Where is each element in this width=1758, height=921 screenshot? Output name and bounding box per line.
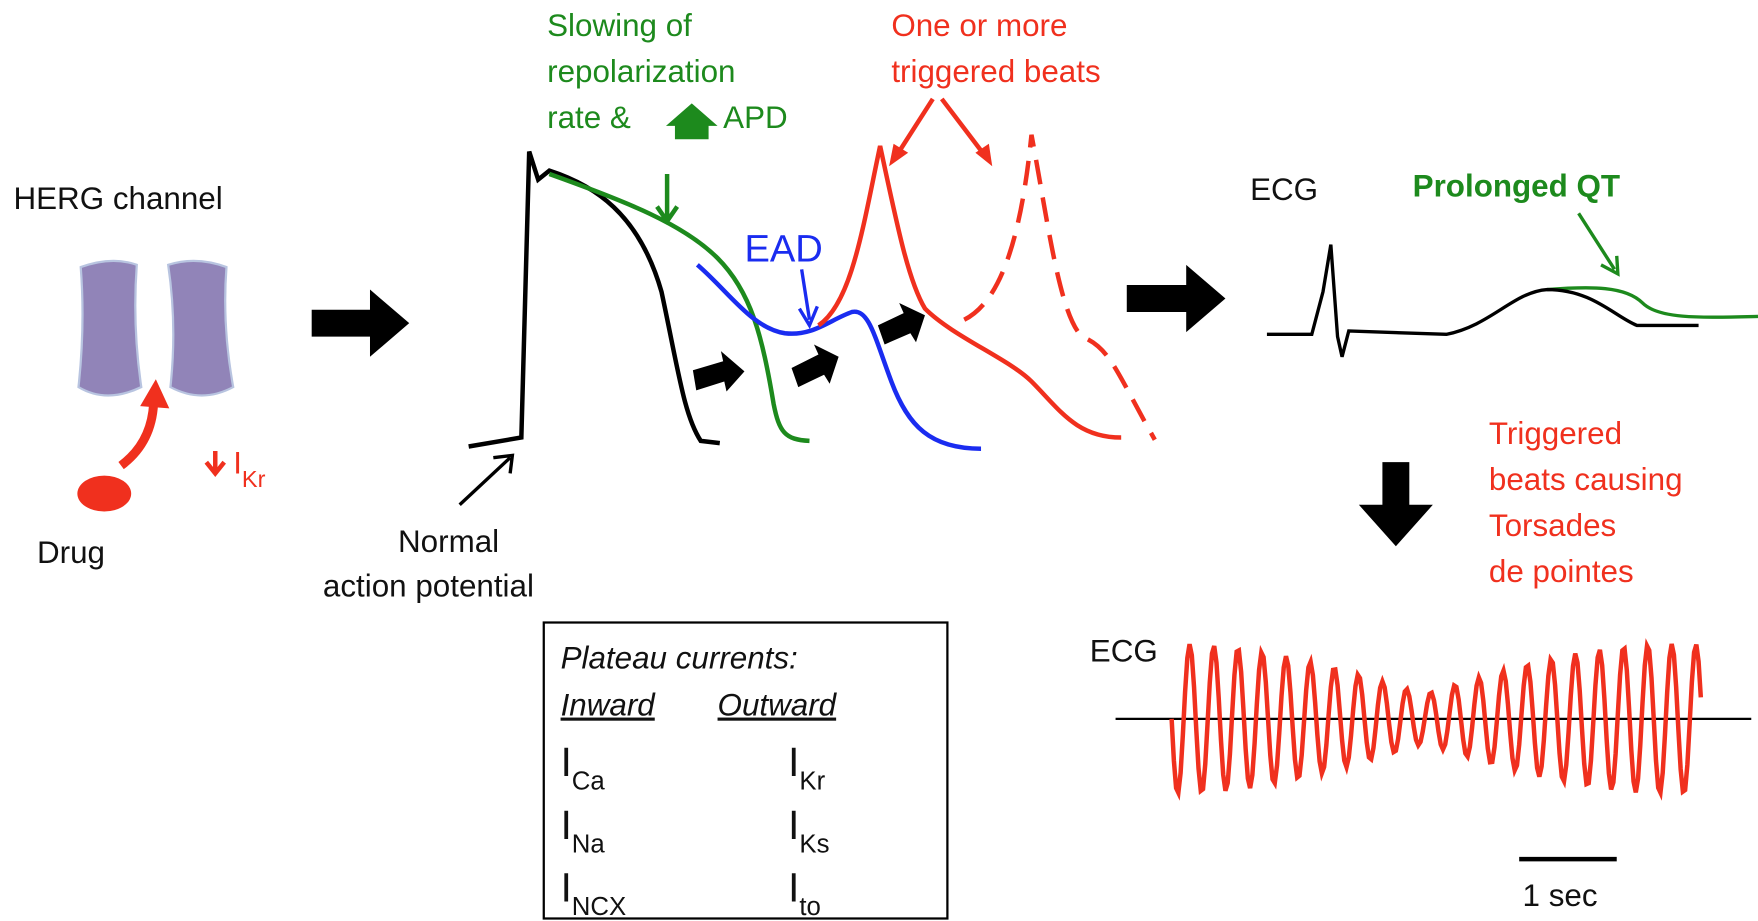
normal-line: action potential [323,569,534,604]
flow-arrow [1126,264,1226,333]
red-arrowhead [975,143,993,167]
triggered-line: triggered beats [891,54,1100,89]
ead-ap [695,263,982,451]
torsades-line: de pointes [1489,554,1634,589]
triggered-line: One or more [891,8,1067,43]
ecg-label: ECG [1090,634,1158,669]
triggered-beat-dashed [963,134,1157,441]
subscript: Na [572,830,606,858]
drug-arrowhead [140,379,170,409]
flow-arrow [311,289,410,357]
small-arrow [877,302,925,345]
current: INCX [561,865,627,921]
symbol: I [788,865,799,911]
down-arrow [204,450,226,477]
subscript: Kr [799,768,825,796]
torsades-trace [1169,638,1704,801]
slowing-line: repolarization [547,54,735,89]
subscript: Ks [799,830,829,858]
red-arrows [895,97,987,157]
red-arrowhead [889,143,909,167]
symbol: I [233,445,242,480]
current: Ito [788,865,821,921]
ikr-label: IKr [233,445,265,491]
symbol: I [561,865,572,911]
normal-ap [468,150,721,449]
torsades-line: Triggered [1489,416,1622,451]
inward-header: Inward [561,688,657,723]
subscript: NCX [572,893,626,921]
current: IKs [788,802,829,858]
normal-line: Normal [398,524,499,559]
blue-arrow [797,269,819,330]
drug-dot [77,475,132,512]
black-arrow [458,453,515,507]
prolonged-ap [548,171,810,444]
subscript: to [799,893,821,921]
ead-label: EAD [744,228,822,270]
subscript: Kr [242,466,266,492]
current: ICa [561,739,606,795]
current: IKr [788,739,825,795]
symbol: I [561,739,572,785]
channel-left [77,259,143,397]
symbol: I [788,802,799,848]
slowing-line: Slowing of [547,8,692,43]
green-arrow [655,174,680,226]
subscript: Ca [572,768,606,796]
symbol: I [561,802,572,848]
drug-arrow [118,403,159,470]
drug-label: Drug [37,535,105,570]
flow-arrow [1358,462,1433,547]
green-arrow [1577,212,1620,277]
channel-right [166,259,235,397]
outward-header: Outward [718,688,838,723]
plateau-title: Plateau currents: [561,640,798,675]
herg-title: HERG channel [13,181,222,216]
qt-annotation: Prolonged QT [1413,168,1620,203]
torsades-line: Torsades [1489,508,1616,543]
slowing-line: APD [723,100,788,135]
scale-label: 1 sec [1523,878,1598,913]
small-arrow [692,351,745,392]
prolonged-ecg [1547,286,1758,319]
symbol: I [788,739,799,785]
triggered-beat [817,145,1122,440]
current: INa [561,802,606,858]
slowing-line: rate & [547,100,631,135]
plateau-box [542,621,949,920]
small-arrow [791,344,839,388]
normal-ecg [1266,244,1699,358]
torsades-line: beats causing [1489,462,1683,497]
up-icon [665,103,718,140]
ecg-label: ECG [1250,172,1318,207]
